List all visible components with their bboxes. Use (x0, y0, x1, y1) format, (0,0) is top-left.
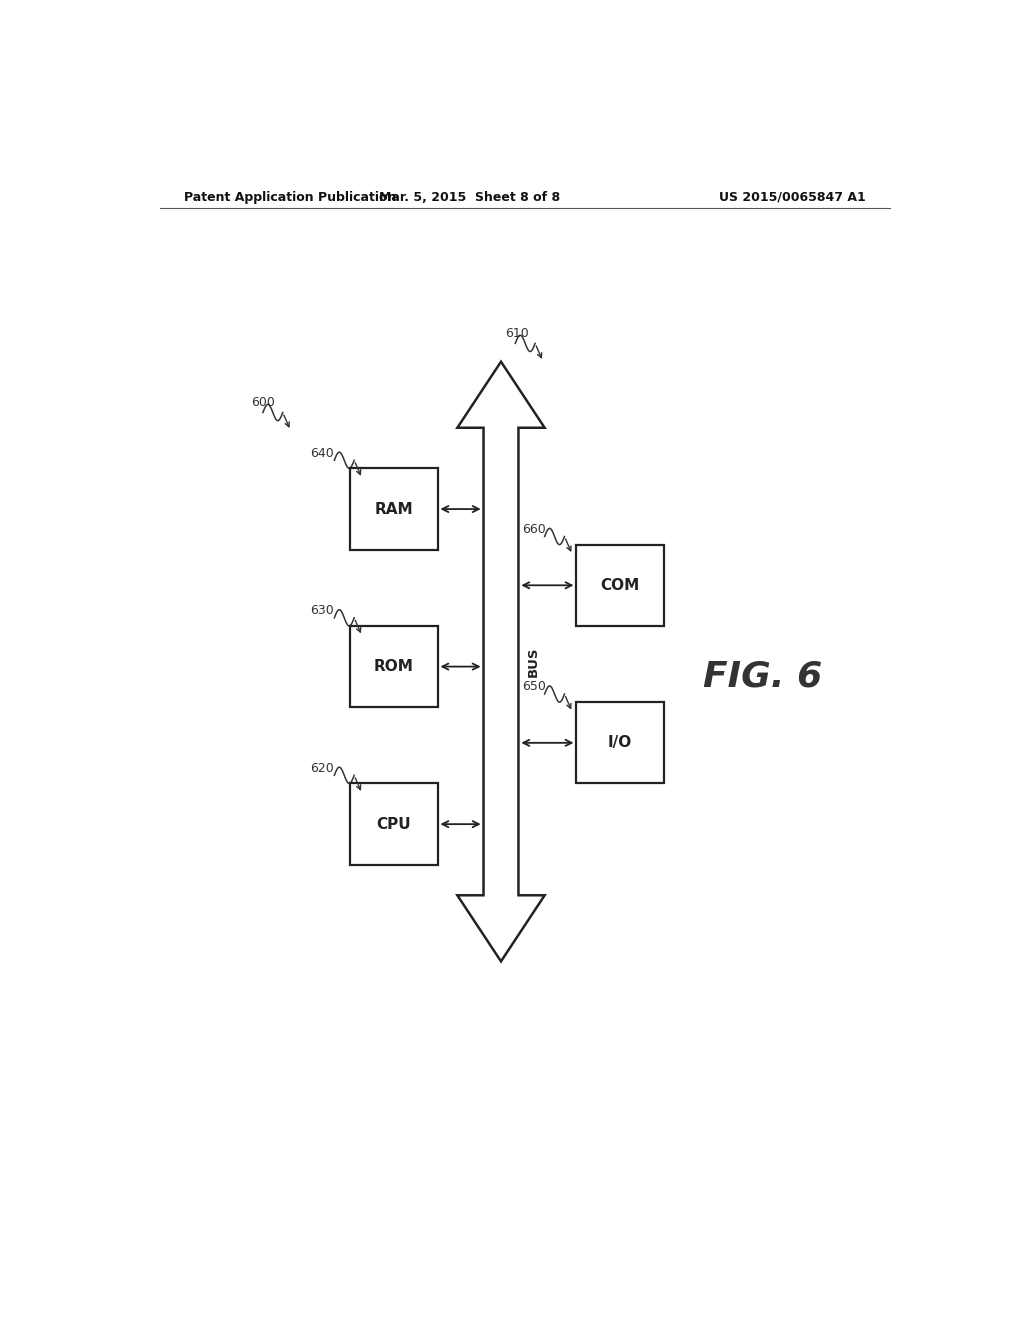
Bar (350, 469, 437, 549)
Text: 600: 600 (251, 396, 274, 409)
Text: COM: COM (600, 578, 640, 593)
Text: 610: 610 (505, 327, 528, 339)
Text: 620: 620 (310, 762, 334, 775)
Text: 640: 640 (310, 446, 334, 459)
Bar (350, 626, 437, 708)
Bar (350, 784, 437, 865)
Text: I/O: I/O (608, 735, 632, 750)
Text: 650: 650 (522, 680, 546, 693)
Text: US 2015/0065847 A1: US 2015/0065847 A1 (719, 190, 866, 203)
Text: Patent Application Publication: Patent Application Publication (183, 190, 396, 203)
Text: Mar. 5, 2015  Sheet 8 of 8: Mar. 5, 2015 Sheet 8 of 8 (379, 190, 560, 203)
Text: 660: 660 (522, 523, 546, 536)
Text: FIG. 6: FIG. 6 (703, 660, 822, 694)
Text: RAM: RAM (375, 502, 413, 516)
Text: CPU: CPU (377, 817, 412, 832)
Text: BUS: BUS (526, 647, 540, 677)
Text: 630: 630 (310, 605, 334, 618)
Bar (577, 702, 664, 784)
Bar (577, 545, 664, 626)
Text: ROM: ROM (374, 659, 414, 675)
Polygon shape (458, 362, 545, 961)
